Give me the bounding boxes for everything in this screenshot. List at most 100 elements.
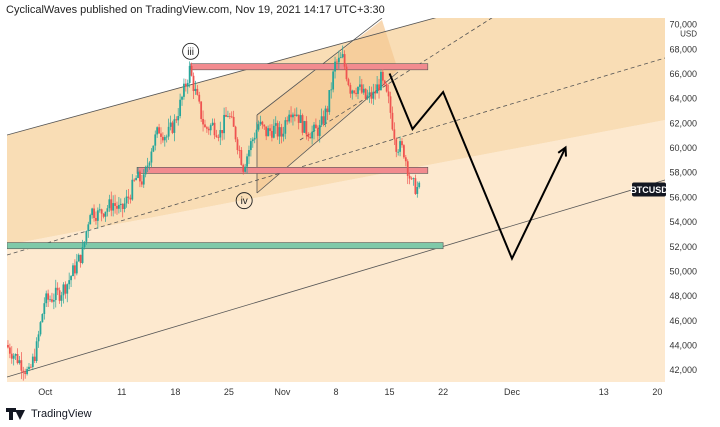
y-tick-label: 50,000 [669,266,697,276]
candle-body [385,84,388,92]
projection-path [388,73,567,262]
candle-body [77,254,80,262]
candle-body [242,164,245,172]
candle-body [362,88,365,93]
candle-body [389,96,392,113]
candle-body [45,293,48,304]
lower-channel-line [7,179,665,378]
candle-body [83,241,86,248]
candle-body [79,254,82,264]
candle-body [123,203,126,209]
candle-body [207,128,210,131]
candle-body [410,178,413,180]
candle-body [318,124,321,136]
candle-body [91,208,94,216]
upper-channel-fill [7,18,665,245]
candle-body [62,284,65,296]
candle-body [142,174,145,185]
candle-body [251,139,254,142]
candle-body [414,178,417,194]
candle-body [81,247,84,264]
candle-body [169,122,172,127]
candle-body [100,209,103,214]
candle-body [395,139,398,152]
candle-body [305,121,308,135]
candle-body [8,347,11,354]
time-axis: Oct 11 18 25 Nov 8 15 22 Dec 13 20 [38,387,662,397]
x-tick-label: 18 [170,387,180,397]
last-price-tag: BTCUSD [630,182,668,197]
candle-body [127,196,130,198]
candle-body [194,88,197,91]
candle-body [64,284,67,294]
candle-body [66,284,69,294]
candle-body [364,88,367,99]
candle-body [31,356,34,368]
candle-body [117,204,120,209]
candle-body [30,366,32,368]
candle-body [341,54,344,58]
candle-body [102,213,105,217]
candle-body [188,65,191,83]
candle-body [288,114,291,122]
candle-body [119,203,122,205]
candle-body [156,127,159,135]
footer-brand: TradingView [31,408,92,420]
candle-body [49,299,51,301]
candle-body [221,130,224,134]
candle-body [165,136,168,138]
y-tick-label: 48,000 [669,291,697,301]
y-tick-label: 64,000 [669,94,697,104]
candle-body [16,354,19,364]
candle-body [366,95,369,99]
candle-body [374,91,377,94]
y-tick-label: 56,000 [669,192,697,202]
candle-body [35,341,38,361]
candle-body [217,137,220,138]
candle-body [137,171,139,178]
candle-body [54,287,57,301]
candle-body [267,128,269,137]
candle-body [204,124,206,128]
candle-body [223,114,226,134]
candle-body [186,82,189,87]
candle-body [43,303,46,315]
candle-body [244,166,247,172]
x-tick-label: Dec [504,387,521,397]
candle-body [200,101,203,119]
candle-body [51,299,53,302]
candle-body [265,126,268,137]
candle-body [315,124,317,129]
candle-body [7,344,9,348]
wave-label-0: iii [187,47,194,58]
candle-body [234,126,237,140]
y-currency-label: USD [680,30,697,39]
candle-body [351,90,354,94]
candle-body [98,209,101,211]
candle-body [41,314,44,323]
candle-body [14,354,17,356]
candle-body [148,162,151,166]
candle-body [408,175,411,179]
candle-body [72,265,74,277]
candle-body [360,84,363,93]
candle-body [108,199,111,209]
candle-body [259,121,262,125]
candle-body [272,125,275,138]
candle-body [339,57,342,59]
candle-body [295,114,298,116]
footer[interactable]: TradingView [6,406,92,422]
candle-body [381,71,384,81]
candle-body [343,54,346,67]
candle-body [261,121,264,125]
candle-body [110,199,113,211]
candle-body [175,119,178,121]
candle-body [116,205,118,209]
candle-body [160,133,162,137]
candle-body [24,372,27,375]
candle-body [205,127,208,129]
candle-body [290,114,292,118]
candle-body [181,96,183,100]
